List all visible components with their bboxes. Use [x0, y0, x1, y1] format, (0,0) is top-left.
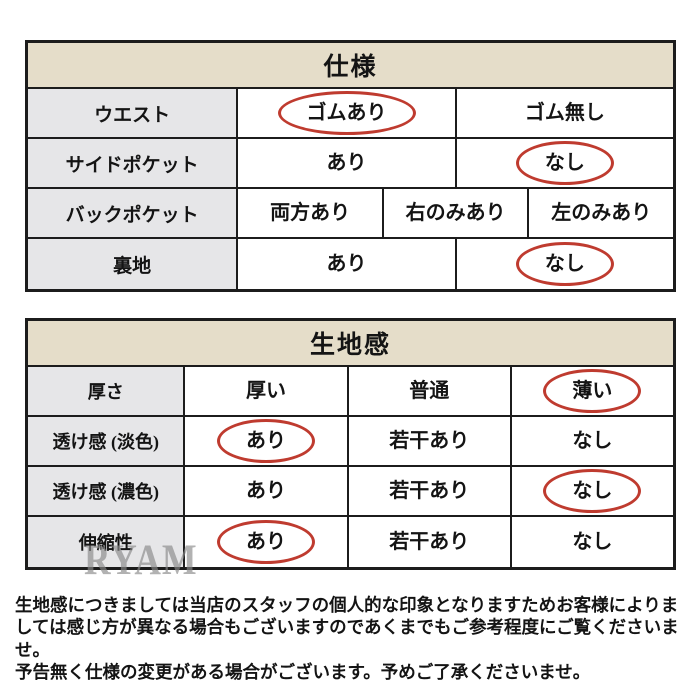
table-row: サイドポケット あり なし: [28, 139, 674, 189]
option-text: 厚い: [246, 380, 287, 402]
selection-circle: なし: [515, 242, 614, 286]
row-label-cell: サイドポケット: [28, 139, 237, 187]
option-cell: なし: [454, 239, 674, 289]
table-row: ウエスト ゴムあり ゴム無し: [28, 89, 674, 139]
option-text: ゴム無し: [524, 102, 605, 124]
spec-table: 仕様 ウエスト ゴムあり ゴム無し サイドポケット あり なし バックポケット 両方あり 右のみあ…: [25, 40, 676, 292]
option-cell: なし: [454, 139, 674, 187]
table-row: 透け感 (淡色) あり 若干あり なし: [28, 417, 673, 467]
option-cell: なし: [509, 467, 673, 515]
selection-circle: なし: [543, 469, 642, 513]
option-text: 右のみあり: [405, 202, 506, 224]
option-text: なし: [572, 531, 613, 553]
option-cell: 右のみあり: [381, 189, 528, 237]
option-text: 普通: [409, 380, 450, 402]
option-cell: ゴム無し: [454, 89, 674, 137]
fabric-feel-table: 生地感 厚さ 厚い 普通 薄い 透け感 (淡色) あり 若干あり なし 透け感 (濃色) あり 若干あ…: [25, 318, 676, 570]
row-label-cell: 透け感 (濃色): [28, 467, 184, 515]
option-cell: ゴムあり: [236, 89, 455, 137]
row-label-cell: 透け感 (淡色): [28, 417, 184, 465]
option-cell: 両方あり: [236, 189, 382, 237]
table-row: 透け感 (濃色) あり 若干あり なし: [28, 467, 673, 517]
option-cell: あり: [183, 467, 347, 515]
table-title: 仕様: [28, 43, 673, 89]
row-label-cell: 伸縮性: [28, 517, 184, 567]
option-cell: あり: [236, 139, 455, 187]
selection-circle: なし: [515, 141, 614, 185]
row-label-cell: バックポケット: [28, 189, 237, 237]
option-text: あり: [326, 152, 367, 174]
table-row: 厚さ 厚い 普通 薄い: [28, 367, 673, 417]
option-text: 左のみあり: [551, 202, 652, 224]
spec-change-disclaimer: 予告無く仕様の変更がある場合がございます。予めご了承くださいませ。: [15, 662, 591, 683]
option-text: 若干あり: [389, 480, 470, 502]
table-row: 裏地 あり なし: [28, 239, 674, 289]
selection-circle: ゴムあり: [277, 91, 416, 135]
option-text: あり: [326, 253, 367, 275]
option-cell: 若干あり: [346, 467, 510, 515]
selection-circle: 薄い: [543, 369, 642, 413]
footer-notes: 生地感につきましては当店のスタッフの個人的な印象となりますためお客様によりまして…: [15, 594, 687, 684]
option-text: 両方あり: [270, 202, 351, 224]
option-cell: なし: [509, 417, 673, 465]
option-cell: 薄い: [509, 367, 673, 415]
selection-circle: あり: [217, 419, 316, 463]
option-cell: 厚い: [183, 367, 347, 415]
option-cell: あり: [236, 239, 455, 289]
option-cell: なし: [509, 517, 673, 567]
row-label-cell: ウエスト: [28, 89, 237, 137]
fabric-feel-disclaimer: 生地感につきましては当店のスタッフの個人的な印象となりますためお客様によりまして…: [15, 595, 679, 660]
option-text: 若干あり: [389, 430, 470, 452]
option-cell: 若干あり: [346, 417, 510, 465]
table-row: バックポケット 両方あり 右のみあり 左のみあり: [28, 189, 674, 239]
option-cell: あり: [183, 417, 347, 465]
option-text: なし: [572, 430, 613, 452]
option-cell: あり: [183, 517, 347, 567]
row-label-cell: 厚さ: [28, 367, 184, 415]
selection-circle: あり: [217, 520, 316, 564]
option-text: 若干あり: [389, 531, 470, 553]
table-title: 生地感: [28, 321, 673, 367]
option-text: あり: [246, 480, 287, 502]
option-cell: 若干あり: [346, 517, 510, 567]
table-row: 伸縮性 あり 若干あり なし: [28, 517, 673, 567]
option-cell: 普通: [346, 367, 510, 415]
row-label-cell: 裏地: [28, 239, 237, 289]
option-cell: 左のみあり: [527, 189, 674, 237]
